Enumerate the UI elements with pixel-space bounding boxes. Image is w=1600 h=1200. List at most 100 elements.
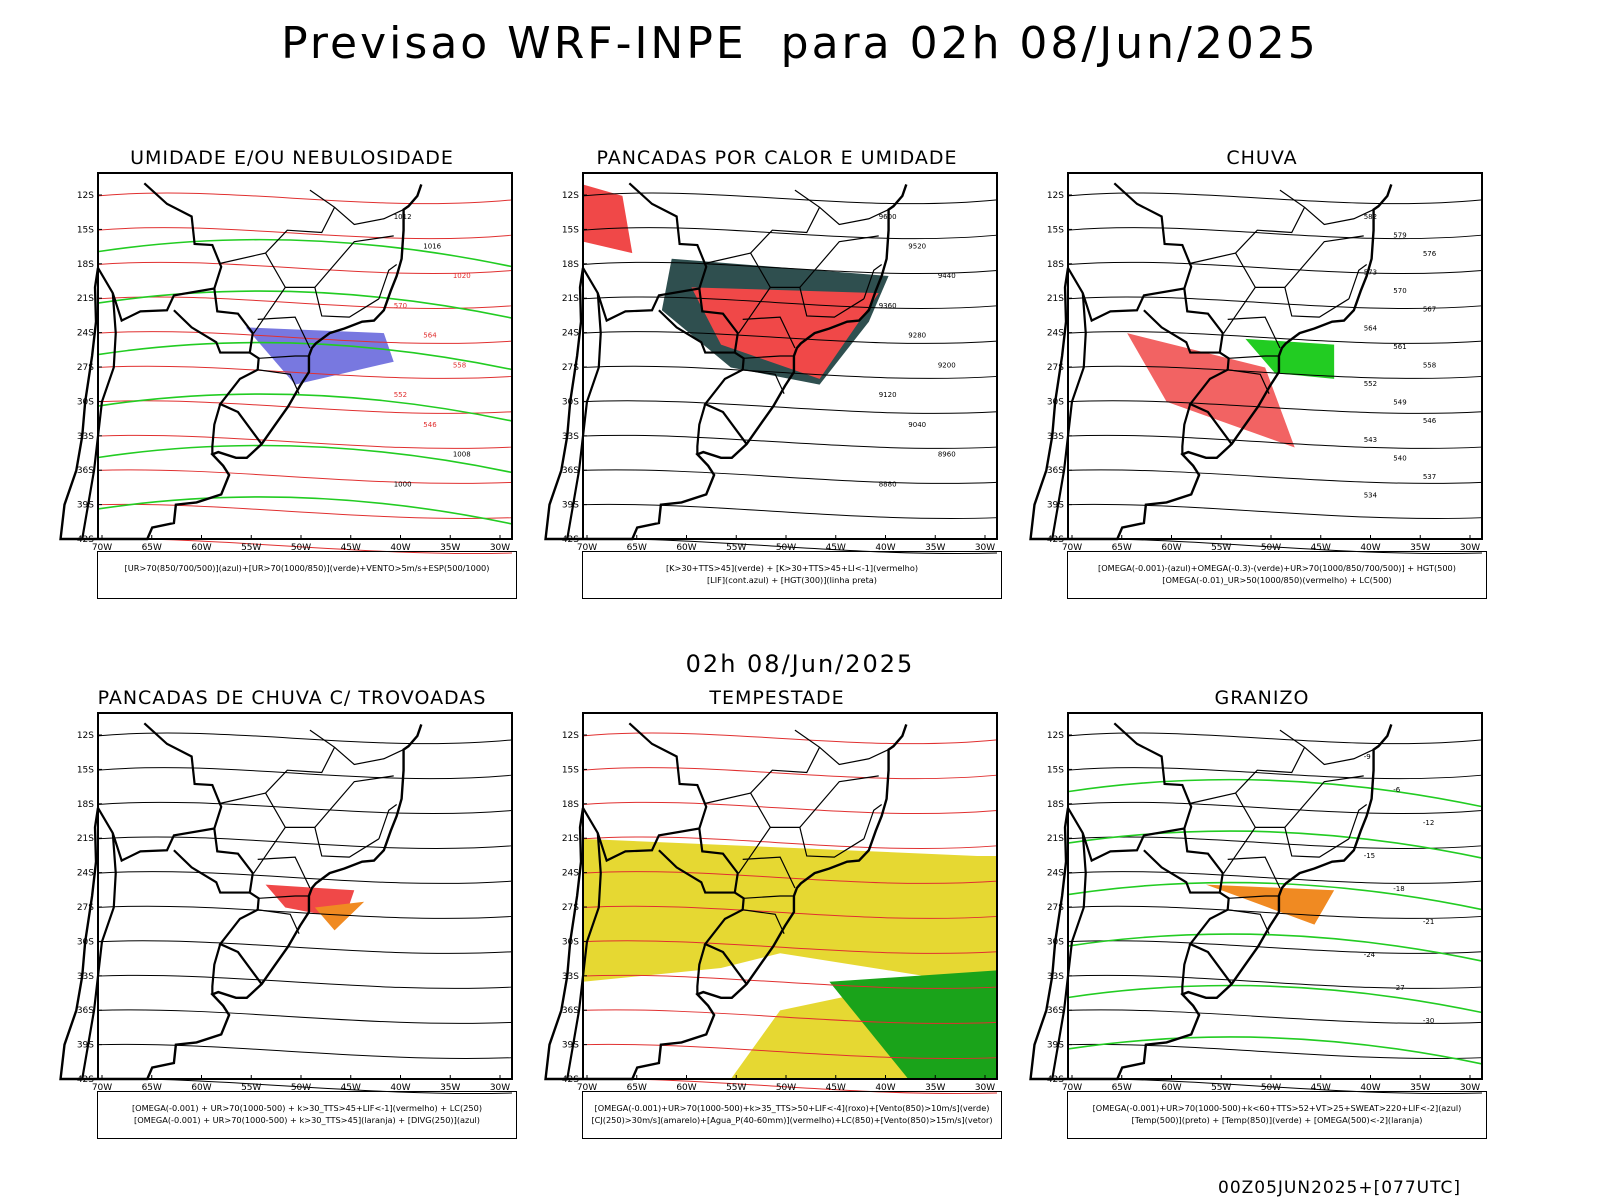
contour-line — [97, 290, 513, 319]
map-plot: -9 -6 -12 -15 -18 -21 -24 -27 -30 12S 15S 18S 21S 24S… — [1029, 712, 1483, 1095]
lon-label: 30W — [975, 1083, 995, 1093]
contour-line — [97, 496, 513, 525]
lat-label: 36S — [562, 1006, 579, 1016]
lat-label: 24S — [1047, 329, 1064, 339]
map-plot: 9600952094409360928092009120904089608880… — [544, 172, 998, 555]
lat-label: 24S — [77, 869, 94, 879]
lon-label: 70W — [1062, 1083, 1082, 1093]
contour-line — [582, 434, 998, 449]
contour-label: 1000 — [394, 480, 412, 488]
contour-line — [1067, 801, 1483, 815]
contour-line — [1067, 871, 1483, 884]
lon-label: 65W — [1112, 543, 1132, 553]
lon-label: 35W — [440, 543, 460, 553]
map-frame — [1067, 172, 1483, 540]
state-border — [1348, 264, 1368, 300]
state-border — [1304, 746, 1374, 766]
li-area — [691, 287, 879, 379]
lat-label: 18S — [77, 260, 94, 270]
state-border — [742, 856, 796, 889]
lon-label: 65W — [627, 1083, 647, 1093]
state-border — [253, 252, 286, 334]
legend-line: [CJ(250)>30m/s](amarelo)+[Agua_P(40-60mm… — [591, 1115, 993, 1125]
contour-label: 9120 — [879, 391, 897, 399]
contour-label: -15 — [1364, 852, 1375, 860]
lon-label: 45W — [341, 1083, 361, 1093]
contour-label: -21 — [1423, 918, 1434, 926]
lat-label: 36S — [1047, 466, 1064, 476]
state-border — [257, 316, 311, 349]
lat-label: 30S — [562, 937, 579, 947]
state-border — [819, 206, 889, 226]
contour-line — [1067, 767, 1483, 780]
contour-line — [1067, 469, 1483, 484]
contour-label: 558 — [1423, 361, 1436, 369]
lat-label: 30S — [562, 397, 579, 407]
contour-label: 582 — [1364, 213, 1377, 221]
lat-label: 18S — [562, 800, 579, 810]
state-border — [738, 792, 771, 874]
field-layer — [583, 838, 997, 1079]
legend-box: [K>30+TTS>45](verde) + [K>30+TTS>45+LI<-… — [582, 551, 1002, 599]
li-area — [583, 184, 633, 254]
country-border — [81, 833, 117, 1080]
map-frame — [1067, 712, 1483, 1080]
state-border — [334, 206, 404, 226]
country-border — [582, 182, 708, 323]
lon-label: 45W — [826, 1083, 846, 1093]
lon-label: 70W — [92, 543, 112, 553]
state-border — [258, 895, 309, 899]
country-border — [211, 403, 222, 455]
lon-label: 55W — [726, 543, 746, 553]
coastline — [59, 184, 423, 541]
state-border — [1284, 235, 1364, 288]
state-border — [1190, 189, 1306, 264]
lat-label: 27S — [1047, 363, 1064, 373]
lon-label: 60W — [676, 1083, 696, 1093]
contour-line — [582, 331, 998, 344]
lat-label: 36S — [1047, 1006, 1064, 1016]
panel-title: CHUVA — [1226, 147, 1298, 169]
contour-label: -30 — [1423, 1017, 1434, 1025]
lat-label: 39S — [77, 1041, 94, 1051]
lon-label: 30W — [1460, 543, 1480, 553]
lon-label: 55W — [726, 1083, 746, 1093]
contour-line — [1067, 400, 1483, 414]
panel-title: TEMPESTADE — [709, 687, 845, 709]
lat-label: 39S — [1047, 1041, 1064, 1051]
lon-label: 30W — [490, 543, 510, 553]
contour-line — [582, 871, 998, 884]
contour-label: 1020 — [453, 272, 471, 280]
map-frame — [582, 172, 998, 540]
state-border — [770, 286, 865, 318]
contour-line — [1067, 434, 1483, 449]
contour-line — [1067, 1009, 1483, 1024]
contour-label: -6 — [1393, 786, 1401, 794]
state-border — [257, 369, 300, 394]
state-border — [1227, 856, 1281, 889]
contour-line — [97, 192, 513, 205]
lon-label: 35W — [1410, 1083, 1430, 1093]
state-border — [770, 826, 865, 858]
contour-label: 573 — [1364, 269, 1377, 277]
lon-label: 45W — [826, 543, 846, 553]
lat-label: 33S — [562, 972, 579, 982]
geography — [1029, 182, 1393, 541]
contour-line — [97, 767, 513, 780]
contour-line — [97, 261, 513, 275]
lat-label: 24S — [562, 329, 579, 339]
contour-label: 552 — [1364, 380, 1377, 388]
lon-label: 70W — [1062, 543, 1082, 553]
panel-chuva: CHUVA 582 579 576 573 570 567 564 561 558 552 549 54… — [1022, 147, 1502, 617]
lon-label: 45W — [1311, 543, 1331, 553]
lat-label: 27S — [1047, 903, 1064, 913]
country-border — [1067, 182, 1193, 323]
contour-line — [582, 261, 998, 275]
state-border — [863, 804, 883, 840]
state-border — [1228, 355, 1279, 359]
state-border — [705, 189, 821, 264]
panel-umidade: UMIDADE E/OU NEBULOSIDADE 1012 1016 1020 570… — [52, 147, 532, 617]
